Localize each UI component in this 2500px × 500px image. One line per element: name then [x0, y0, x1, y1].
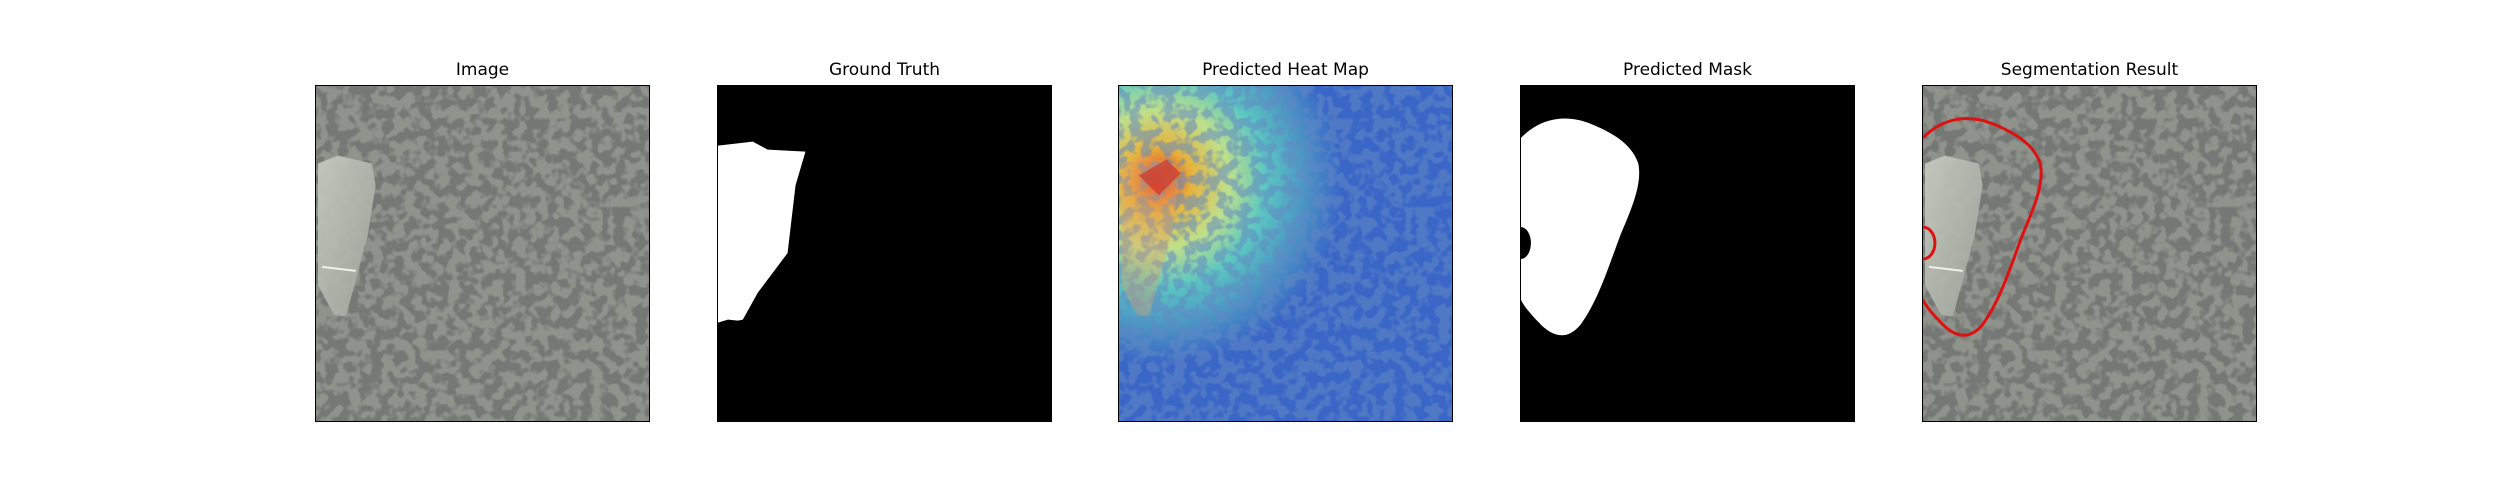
defect-highlight — [1928, 265, 1963, 272]
panel-title-ground-truth: Ground Truth — [828, 60, 941, 80]
predicted-mask-panel — [1520, 85, 1855, 422]
segmentation-hole-contour — [1923, 225, 1937, 261]
ground-truth-region — [718, 141, 806, 323]
predicted-region — [1521, 118, 1640, 336]
surface-spots — [1923, 86, 2256, 421]
defect-highlight — [321, 265, 356, 272]
predicted-mask — [1521, 86, 1854, 421]
panel-title-segmentation-result: Segmentation Result — [2000, 60, 2179, 80]
image-panel — [315, 85, 650, 422]
ground-truth-mask — [718, 86, 1051, 421]
heat-peak — [1138, 159, 1181, 196]
ground-truth-panel — [717, 85, 1052, 422]
segmentation-contour — [1923, 117, 2043, 337]
panel-title-heat-map: Predicted Heat Map — [1202, 60, 1369, 80]
heat-map — [1119, 86, 1452, 421]
predicted-hole — [1521, 227, 1531, 259]
panel-title-image: Image — [455, 60, 510, 80]
segmentation-overlay — [1923, 86, 2256, 421]
panel-title-predicted-mask: Predicted Mask — [1623, 60, 1752, 80]
segmentation-result-panel — [1922, 85, 2257, 422]
defect-patch — [317, 155, 376, 317]
surface-image — [316, 86, 649, 421]
defect-patch — [1924, 155, 1983, 317]
surface-spots — [316, 86, 649, 421]
heat-spots — [1119, 86, 1452, 421]
heat-map-panel — [1118, 85, 1453, 422]
heat-defect-overlay — [1120, 155, 1179, 317]
